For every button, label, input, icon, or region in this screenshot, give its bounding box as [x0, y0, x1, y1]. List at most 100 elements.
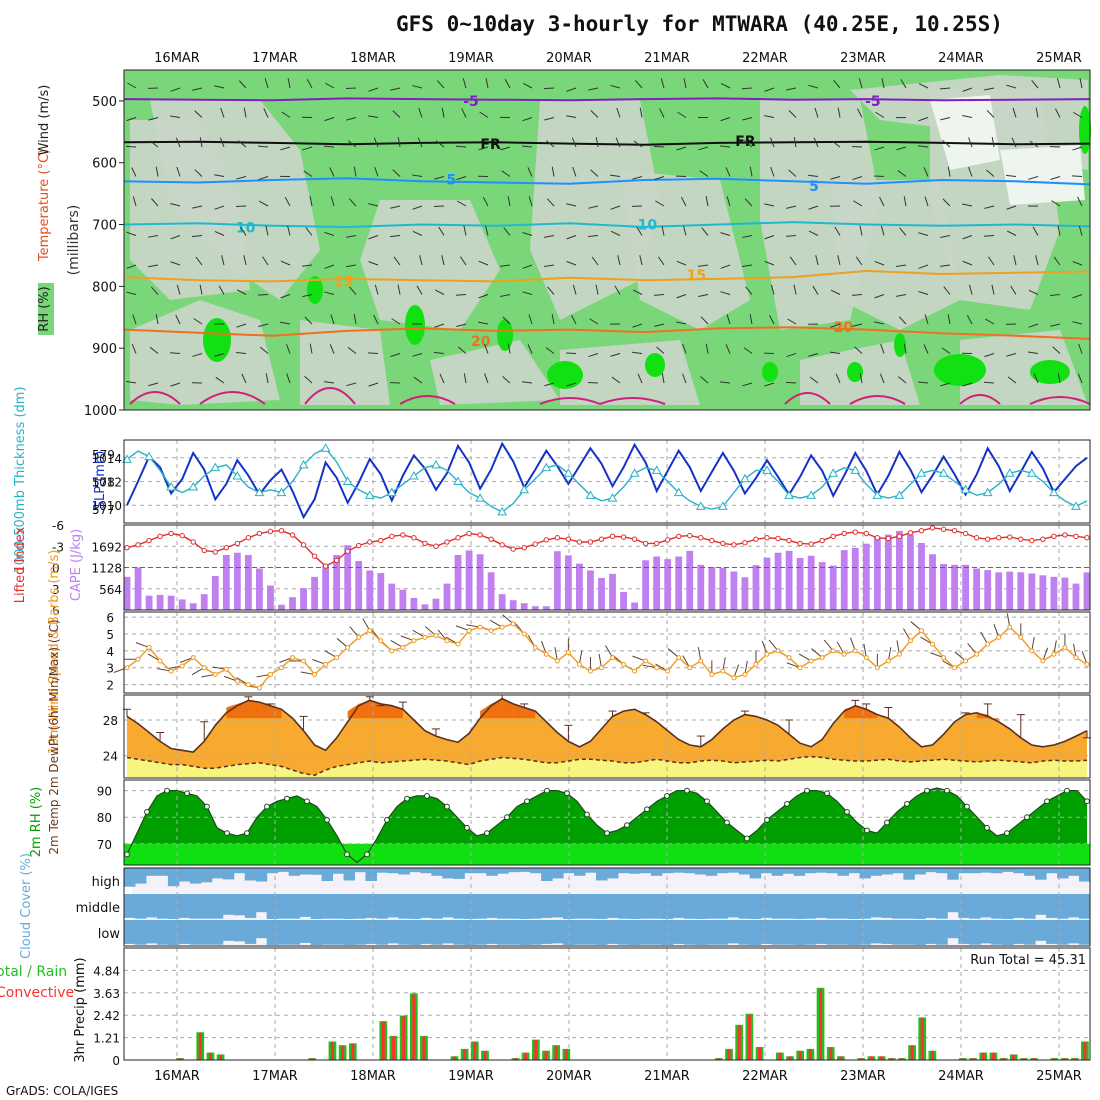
wind-barb [150, 286, 159, 295]
cloud-cell [881, 868, 893, 875]
wind-speed-marker [896, 651, 902, 657]
wind-barb [676, 260, 687, 266]
rh2m-marker [224, 830, 230, 837]
wind-barb [243, 107, 247, 118]
wind-speed-marker [499, 624, 505, 630]
wind-barb [544, 264, 555, 268]
rh2m-marker [244, 830, 250, 837]
temp-max-band [987, 714, 999, 722]
wind-barb [330, 196, 335, 207]
wind-barb [148, 264, 159, 268]
date-label-top: 17MAR [252, 51, 298, 66]
wind-barb [176, 284, 181, 295]
cape-bar [774, 552, 782, 610]
temp-max-band [259, 702, 271, 719]
rh-moist-cell [894, 333, 906, 357]
cloud-cell [574, 868, 586, 876]
cloud-cell [1002, 920, 1014, 945]
wind-speed-marker [301, 658, 307, 664]
thickness-marker [1004, 468, 1015, 477]
wind-barb [610, 84, 621, 89]
lifted-index-marker [356, 542, 362, 549]
precip-convective-bar [961, 1058, 965, 1060]
wind-barb [749, 166, 753, 177]
wind-barb [368, 382, 379, 387]
cloud-cell [1046, 868, 1058, 874]
wind-barb [235, 352, 247, 354]
cloud-cell [354, 868, 366, 873]
cape-bar [211, 576, 219, 610]
cloud-axis-label: Cloud Cover (%) [19, 853, 34, 959]
thickness-marker [409, 470, 419, 480]
wind-speed-marker [223, 666, 229, 672]
lifted-index-marker [488, 536, 494, 542]
wind-barb [991, 137, 995, 148]
wind-barb [324, 117, 335, 122]
lifted-index-marker [698, 535, 704, 541]
lifted-index-marker [808, 541, 814, 547]
wind-barb [1028, 323, 1039, 328]
cloud-cell [881, 920, 893, 944]
wind-barb [324, 381, 335, 384]
cape-bar [487, 572, 495, 610]
wind-barb [324, 264, 335, 269]
pressure-tick-label: 800 [92, 280, 117, 295]
wind-barb [413, 376, 423, 384]
wind-barb [637, 373, 643, 384]
lifted-index-marker [543, 537, 550, 543]
lifted-index-marker [609, 533, 616, 540]
wind-speed-marker [709, 671, 715, 677]
cloud-cell [189, 894, 202, 919]
wind-barb [962, 203, 973, 207]
wind-barb [522, 264, 533, 269]
wind-barb [236, 323, 247, 328]
wind-barb [195, 256, 203, 266]
wind-barb [962, 260, 973, 266]
wind-barb [830, 176, 841, 180]
cape-bar [796, 558, 804, 610]
rh2m-marker [304, 798, 310, 805]
lifted-index-marker [278, 527, 285, 534]
thickness-marker [1071, 501, 1081, 510]
wind-barb [874, 321, 885, 325]
wind-barb [397, 284, 401, 295]
rh2m-marker [604, 830, 610, 837]
isotherm-line [123, 140, 1091, 146]
lifted-index-marker [731, 542, 737, 548]
precip-convective-bar [1073, 1058, 1077, 1060]
wind-barb [984, 87, 995, 91]
wind-barb [522, 231, 533, 236]
wind-barb [1054, 108, 1061, 118]
contour-label: 10 [236, 221, 256, 237]
wind-barb [1057, 373, 1061, 384]
thickness-marker [585, 490, 596, 499]
thickness-marker [1026, 468, 1037, 477]
wind-speed-marker [1073, 655, 1079, 661]
cloud-cell [749, 868, 762, 879]
wind-barb [1072, 294, 1083, 299]
thickness-marker [695, 501, 706, 510]
lifted-index-marker [587, 539, 594, 545]
wind-barb [303, 170, 313, 177]
cloud-cell [541, 868, 553, 881]
cloud-cell [585, 920, 597, 945]
pressure-tick-label: 900 [92, 342, 117, 357]
lifted-index-marker [896, 533, 903, 540]
wind-barb [484, 373, 489, 384]
thickness-marker [806, 490, 816, 499]
isotherm-line [123, 97, 1091, 102]
wind-barb [1077, 196, 1083, 207]
wind-barb [591, 256, 599, 266]
cape-bar [322, 565, 330, 610]
lifted-index-marker [775, 535, 781, 542]
lifted-index-marker [532, 541, 538, 547]
wind-barb [214, 85, 225, 89]
wind-barb [500, 146, 511, 151]
cloud-cell [299, 894, 312, 917]
wind-barb [460, 256, 467, 266]
upper-wind-barbs [125, 78, 1083, 387]
lifted-index-marker [565, 536, 572, 542]
cloud-cell [650, 920, 663, 945]
cloud-cell [277, 920, 290, 945]
wind-barb [192, 87, 203, 91]
